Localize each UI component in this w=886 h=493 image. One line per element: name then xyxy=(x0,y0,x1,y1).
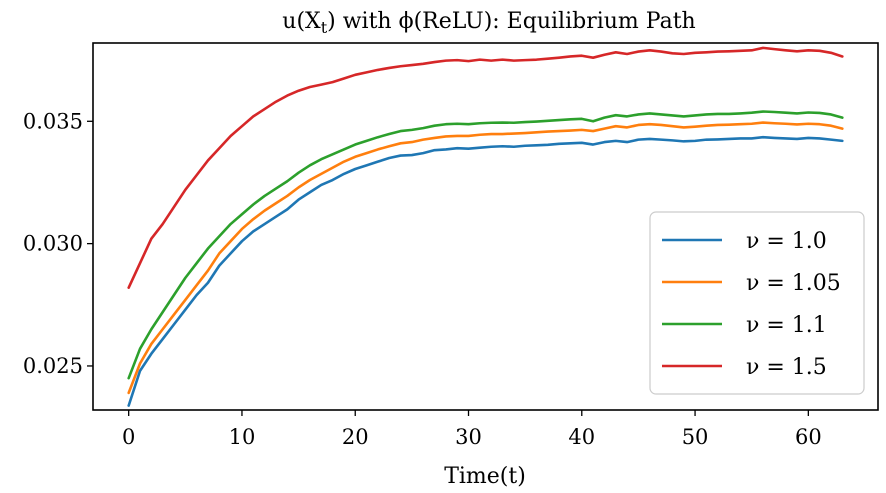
x-tick-label: 40 xyxy=(568,425,595,449)
plot-frame xyxy=(92,42,879,411)
x-tick-label: 30 xyxy=(455,425,482,449)
y-axis: 0.025 0.030 0.035 xyxy=(23,109,93,378)
y-tick-label: 0.030 xyxy=(23,232,83,256)
legend: ν = 1.0 ν = 1.05 ν = 1.1 ν = 1.5 xyxy=(649,211,865,395)
legend-label: ν = 1.1 xyxy=(746,313,827,338)
x-axis-label: Time(t) xyxy=(444,464,526,489)
legend-box xyxy=(649,211,865,395)
y-tick-label: 0.035 xyxy=(23,109,83,133)
x-axis: 0 10 20 30 40 50 60 xyxy=(122,410,822,449)
y-tick-label: 0.025 xyxy=(23,354,83,378)
series-line-3 xyxy=(127,46,844,289)
chart-title: u(Xt) with ϕ(ReLU): Equilibrium Path xyxy=(282,9,695,37)
series-line-2 xyxy=(127,110,844,380)
x-tick-label: 50 xyxy=(682,425,709,449)
series-layer xyxy=(127,46,844,407)
x-tick-label: 0 xyxy=(122,425,135,449)
legend-label: ν = 1.0 xyxy=(746,229,827,254)
series-line-1 xyxy=(127,121,844,395)
legend-label: ν = 1.05 xyxy=(746,271,841,296)
x-tick-label: 10 xyxy=(229,425,256,449)
x-tick-label: 60 xyxy=(795,425,822,449)
legend-label: ν = 1.5 xyxy=(746,355,827,380)
x-tick-label: 20 xyxy=(342,425,369,449)
series-line-0 xyxy=(127,135,844,407)
